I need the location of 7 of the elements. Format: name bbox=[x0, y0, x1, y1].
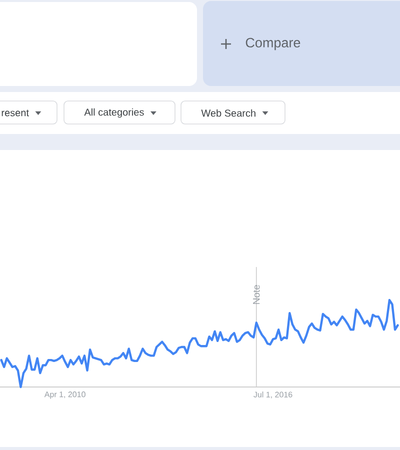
x-tick-label: Apr 1, 2010 bbox=[44, 392, 86, 399]
text: All categories bbox=[84, 108, 144, 118]
text: resent bbox=[2, 110, 29, 116]
x-tick-label: Jul 1, 2016 bbox=[254, 392, 292, 398]
text: Compare bbox=[246, 38, 300, 50]
ref-line-label: Note bbox=[253, 284, 260, 304]
text: Web Search bbox=[201, 109, 256, 117]
